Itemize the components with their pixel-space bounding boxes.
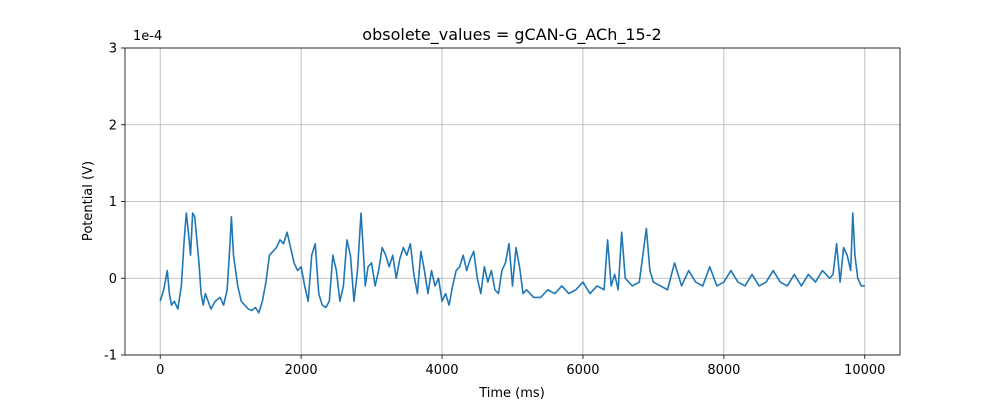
y-tick-label: 1 [109,195,117,210]
y-axis: -1 0 1 2 3 [104,42,125,364]
x-tick-label: 4000 [425,363,458,378]
y-tick-label: 3 [109,42,117,57]
y-offset-label: 1e-4 [133,29,162,44]
y-tick-label: -1 [104,349,117,364]
series-line [159,212,865,314]
y-tick-label: 0 [109,272,117,287]
x-tick-label: 10000 [844,363,885,378]
x-tick-label: 6000 [566,363,599,378]
chart-title: obsolete_values = gCAN-G_ACh_15-2 [362,25,661,45]
x-axis: 0 2000 4000 6000 8000 10000 [156,355,885,378]
series-layer [159,212,865,314]
y-axis-label: Potential (V) [81,161,96,241]
y-tick-label: 2 [109,118,117,133]
x-axis-label: Time (ms) [478,386,545,400]
x-tick-label: 2000 [285,363,318,378]
x-tick-label: 0 [156,363,164,378]
x-tick-label: 8000 [707,363,740,378]
